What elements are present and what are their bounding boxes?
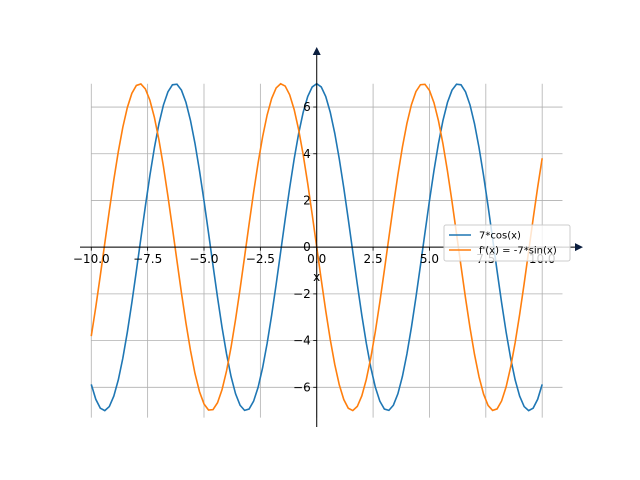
legend-label-derivative: f'(x) = -7*sin(x): [479, 246, 557, 257]
x-tick-label: 2.5: [364, 252, 383, 266]
y-tick-label: 2: [303, 193, 311, 207]
x-tick-label: −2.5: [246, 252, 275, 266]
x-tick-label: 5.0: [420, 252, 439, 266]
x-tick-label: −5.0: [189, 252, 218, 266]
legend-label-cos: 7*cos(x): [479, 231, 521, 242]
y-tick-label: 6: [303, 100, 311, 114]
y-tick-label: −4: [293, 334, 311, 348]
y-tick-label: 4: [303, 147, 311, 161]
x-axis-label: x: [313, 270, 320, 284]
x-tick-label: −10.0: [73, 252, 110, 266]
legend: 7*cos(x) f'(x) = -7*sin(x): [443, 224, 571, 262]
y-axis-arrow: [312, 47, 321, 55]
y-tick-label: −6: [293, 380, 311, 394]
y-tick-label: −2: [293, 287, 311, 301]
x-tick-label: −7.5: [133, 252, 162, 266]
x-axis-arrow: [575, 243, 583, 252]
y-tick-label: 0: [303, 240, 311, 254]
x-tick-label: 0.0: [307, 252, 326, 266]
legend-box: [443, 224, 571, 262]
